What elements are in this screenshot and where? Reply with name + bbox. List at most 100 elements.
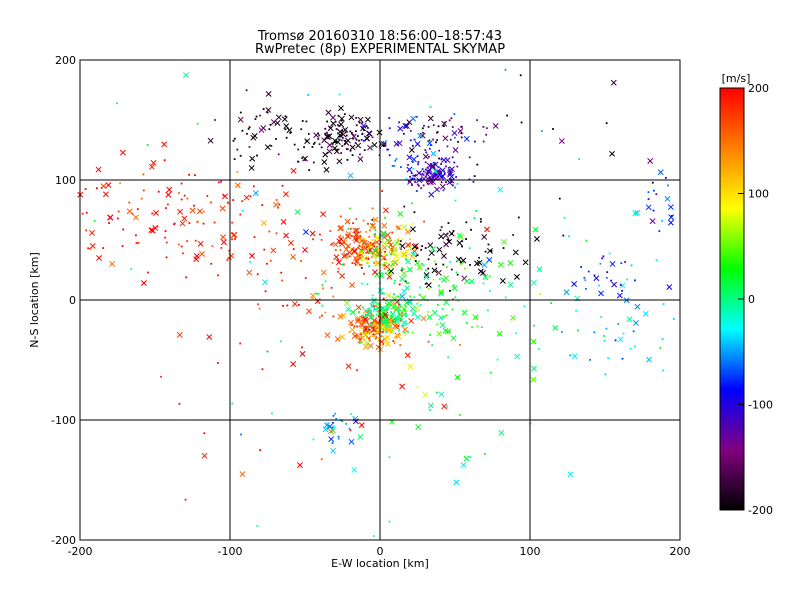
data-point-dot [312, 438, 315, 441]
data-point-dot [468, 247, 471, 250]
data-point-dot [357, 262, 360, 265]
grid-lines [80, 60, 680, 540]
data-point-dot [569, 354, 572, 357]
data-point-dot [403, 308, 405, 311]
data-point-dot [432, 138, 435, 141]
data-point-dot [253, 236, 256, 238]
data-point-cross [249, 252, 255, 259]
data-point-cross [481, 234, 488, 240]
data-point-cross [450, 335, 457, 342]
data-point-cross [390, 261, 397, 267]
data-point-cross [280, 218, 287, 225]
data-point-dot [373, 305, 376, 308]
data-point-cross [486, 247, 493, 254]
data-point-dot [367, 250, 370, 253]
data-point-cross [417, 132, 424, 139]
data-point-dot [402, 132, 405, 135]
data-point-dot [312, 238, 314, 241]
data-point-dot [353, 331, 356, 334]
data-point-dot [368, 229, 371, 232]
data-point-dot [424, 269, 427, 272]
data-point-dot [355, 130, 357, 133]
data-point-dot [359, 235, 362, 238]
data-point-dot [450, 268, 453, 271]
data-point-dot [245, 89, 248, 92]
data-point-cross [302, 246, 308, 253]
data-point-dot [213, 221, 216, 224]
data-point-dot [355, 239, 357, 242]
data-point-dot [217, 362, 219, 364]
data-point-cross [381, 240, 388, 247]
data-point-dot [371, 136, 374, 139]
data-point-cross [343, 300, 350, 307]
data-point-dot [358, 121, 361, 124]
data-point-cross [571, 281, 578, 288]
data-point-cross [388, 268, 395, 275]
data-point-dot [241, 129, 244, 132]
data-point-cross [408, 317, 415, 324]
data-point-cross [499, 277, 506, 284]
data-point-cross [632, 320, 639, 326]
data-point-dot [239, 154, 242, 157]
data-point-dot [387, 148, 390, 151]
data-point-dot [211, 245, 214, 247]
data-point-dot [318, 134, 321, 137]
data-point-cross [109, 260, 116, 267]
data-point-cross [181, 215, 188, 222]
data-point-dot [353, 325, 356, 328]
plot-frame [79, 59, 681, 541]
data-point-cross [664, 195, 671, 202]
data-point-dot [608, 252, 611, 255]
data-point-dot [349, 429, 352, 432]
data-point-dot [256, 273, 259, 276]
data-point-dot [372, 321, 375, 323]
data-point-dot [385, 323, 388, 326]
data-point-dot [348, 427, 351, 430]
data-point-cross [373, 251, 380, 258]
data-point-cross [431, 309, 438, 316]
data-point-cross [383, 263, 390, 270]
data-point-dot [405, 178, 408, 180]
data-point-cross [149, 227, 156, 234]
data-point-cross [626, 316, 633, 323]
data-point-dot [429, 409, 431, 411]
data-point-cross [176, 331, 183, 338]
data-point-dot [312, 143, 315, 145]
data-point-cross [326, 133, 333, 140]
data-point-dot [427, 258, 430, 261]
data-point-dot [603, 340, 606, 342]
data-point-dot [363, 129, 365, 132]
data-point-dot [332, 414, 335, 417]
data-point-dot [427, 287, 430, 290]
data-point-dot [227, 202, 230, 205]
data-point-dot [455, 176, 457, 178]
data-point-dot [166, 203, 169, 206]
data-point-dot [373, 308, 375, 311]
data-point-cross [649, 218, 656, 225]
data-point-dot [317, 138, 320, 140]
data-point-dot [381, 310, 384, 313]
data-point-dot [651, 181, 654, 184]
data-point-cross [261, 220, 267, 227]
data-point-dot [421, 127, 424, 130]
data-point-dot [481, 270, 483, 272]
data-point-cross [406, 166, 413, 173]
data-point-dot [196, 221, 199, 223]
x-tick-label: 100 [520, 545, 541, 558]
data-point-cross [339, 272, 346, 279]
x-tick-label: -100 [218, 545, 243, 558]
data-point-dot [387, 320, 390, 323]
data-point-cross [404, 228, 411, 235]
data-point-dot [185, 276, 188, 279]
data-point-cross [294, 209, 301, 216]
data-point-dot [369, 310, 372, 313]
data-point-cross [304, 138, 311, 145]
data-point-dot [670, 215, 673, 217]
data-point-dot [330, 243, 333, 246]
data-point-cross [419, 132, 426, 139]
data-point-dot [427, 340, 430, 343]
data-point-dot [286, 304, 289, 307]
data-point-dot [419, 286, 422, 289]
data-point-dot [365, 309, 368, 312]
data-point-cross [197, 208, 203, 215]
